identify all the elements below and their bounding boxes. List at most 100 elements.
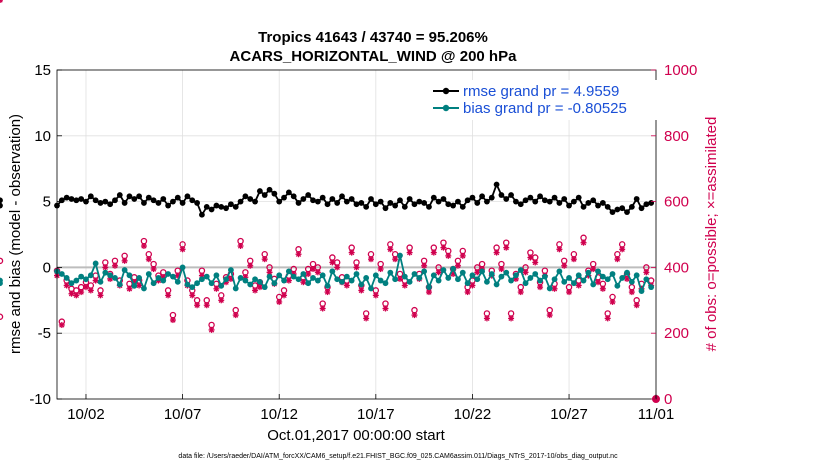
- rmse-point: [353, 201, 360, 208]
- y-left-axis-ticks: -10 -5 0 5 10 15: [29, 62, 62, 408]
- bias-point: [508, 277, 514, 284]
- obs-assimilated-stroke: [88, 287, 94, 294]
- bias-point: [232, 285, 239, 292]
- y-left-tick-label: 10: [34, 128, 51, 145]
- obs-assimilated-stroke: [208, 327, 215, 333]
- obs-assimilated-stroke: [262, 256, 268, 262]
- obs-assimilated-point: [87, 287, 94, 294]
- rmse-point: [97, 200, 104, 206]
- obs-possible-point: [232, 306, 239, 314]
- chart-title-line1: Tropics 41643 / 43740 = 95.206%: [258, 29, 488, 46]
- obs-assimilated-stroke: [363, 315, 369, 322]
- obs-assimilated-point: [546, 312, 553, 319]
- bias-point: [479, 268, 485, 275]
- obs-assimilated-point: [300, 279, 307, 286]
- obs-possible-point: [546, 306, 553, 314]
- obs-assimilated-point: [92, 277, 99, 284]
- rmse-point: [339, 193, 345, 200]
- obs-possible-point: [237, 237, 244, 245]
- bias-point: [624, 269, 630, 276]
- obs-assimilated-point: [58, 321, 65, 328]
- obs-possible-point: [353, 259, 360, 266]
- obs-assimilated-point: [189, 292, 196, 299]
- obs-possible-point: [420, 257, 428, 265]
- obs-possible-point: [633, 297, 640, 304]
- bias-point: [406, 278, 413, 285]
- obs-assimilated-stroke: [527, 254, 534, 261]
- obs-possible-point: [609, 293, 616, 301]
- bias-point: [314, 277, 321, 284]
- obs-assimilated-point: [295, 251, 302, 258]
- obs-assimilated-stroke: [474, 269, 480, 275]
- rmse-point: [136, 193, 143, 200]
- obs-assimilated-point: [213, 285, 220, 292]
- obs-possible-point: [208, 321, 215, 329]
- legend: rmse grand pr = 4.9559 bias grand pr = -…: [428, 80, 658, 120]
- obs-assimilated-point: [334, 264, 341, 271]
- obs-assimilated-stroke: [571, 256, 577, 262]
- obs-possible-point: [502, 239, 510, 246]
- rmse-point: [63, 194, 70, 201]
- footnote: data file: /Users/raeder/DAI/ATM_forcXX/…: [178, 453, 618, 460]
- obs-assimilated-point: [208, 326, 215, 333]
- rmse-point: [624, 209, 630, 216]
- bias-point: [527, 275, 534, 281]
- obs-assimilated-stroke: [402, 282, 408, 289]
- rmse-point: [145, 194, 152, 201]
- obs-assimilated-stroke: [464, 289, 471, 295]
- obs-assimilated-stroke: [276, 299, 282, 305]
- rmse-point: [377, 198, 384, 205]
- obs-assimilated-stroke: [315, 269, 321, 275]
- obs-assimilated-stroke: [179, 246, 186, 252]
- rmse-point: [261, 192, 268, 198]
- obs-possible-point: [261, 250, 268, 258]
- rmse-point: [358, 200, 365, 206]
- bias-point: [290, 273, 297, 280]
- obs-assimilated-point: [604, 315, 611, 322]
- obs-assimilated-stroke: [508, 315, 514, 322]
- rmse-point: [590, 197, 597, 204]
- y-left-tick-label: -5: [38, 325, 51, 342]
- obs-assimilated-point: [599, 285, 606, 292]
- obs-assimilated-point: [348, 249, 355, 256]
- obs-possible-point: [217, 292, 225, 299]
- y-right-tick-label: 200: [664, 325, 689, 342]
- bias-point: [513, 272, 519, 279]
- obs-possible-point: [483, 310, 491, 317]
- obs-assimilated-stroke: [126, 286, 133, 292]
- obs-possible-point: [329, 254, 336, 261]
- rmse-point: [459, 203, 466, 210]
- bias-point: [445, 275, 452, 281]
- bias-point: [339, 278, 345, 285]
- rmse-point: [203, 203, 210, 210]
- obs-assimilated-stroke: [68, 291, 75, 297]
- obs-assimilated-stroke: [165, 292, 171, 299]
- obs-assimilated-point: [63, 282, 70, 289]
- obs-assimilated-stroke: [329, 259, 336, 266]
- bias-point: [532, 271, 539, 277]
- obs-assimilated-stroke: [102, 264, 108, 271]
- bias-point: [551, 276, 558, 283]
- bias-point: [112, 275, 118, 281]
- bias-point: [546, 285, 553, 292]
- obs-assimilated-point: [319, 305, 326, 312]
- obs-assimilated-stroke: [377, 266, 384, 272]
- bias-point: [604, 276, 611, 283]
- obs-assimilated-point: [111, 262, 118, 269]
- bias-point: [194, 280, 200, 287]
- rmse-point: [300, 196, 307, 202]
- obs-possible-point: [0, 257, 4, 265]
- rmse-point: [213, 202, 220, 209]
- y-right-axis-label: # of obs: o=possible; ×=assimilated: [703, 117, 720, 352]
- obs-possible-point: [246, 257, 254, 265]
- obs-assimilated-point: [261, 256, 268, 263]
- y-left-tick-label: -10: [29, 391, 51, 408]
- y-right-tick-label: 0: [664, 391, 672, 408]
- bias-point: [469, 272, 476, 279]
- rmse-point: [541, 197, 548, 204]
- bias-point: [633, 272, 640, 279]
- rmse-point: [0, 202, 3, 209]
- obs-assimilated-stroke: [353, 264, 360, 271]
- rmse-point: [435, 198, 442, 205]
- rmse-point: [68, 196, 75, 202]
